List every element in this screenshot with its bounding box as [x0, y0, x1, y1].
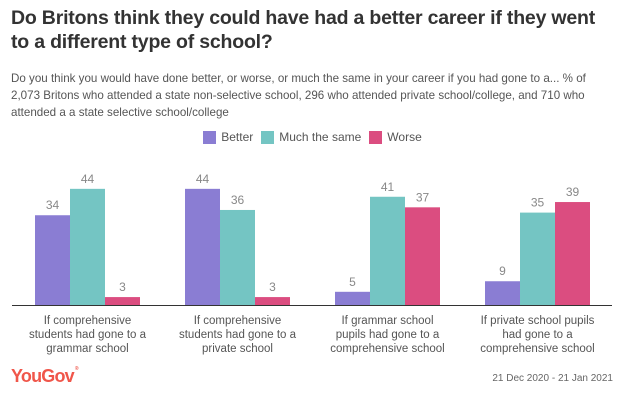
chart-title: Do Britons think they could have had a b… — [11, 7, 596, 53]
date-range: 21 Dec 2020 - 21 Jan 2021 — [492, 373, 613, 384]
data-label: 34 — [46, 198, 60, 212]
legend-swatch-much-the-same — [261, 130, 275, 144]
legend-label-much-the-same: Much the same — [279, 130, 362, 144]
legend-item-better[interactable]: Better — [203, 130, 253, 144]
bar-worse-1[interactable] — [105, 297, 140, 305]
bar-better-1[interactable] — [35, 215, 70, 305]
registered-mark-icon: ® — [74, 366, 79, 372]
data-label: 35 — [531, 196, 545, 210]
bar-much-the-same-1[interactable] — [70, 188, 105, 305]
category-label: If comprehensive students had gone to a pr… — [179, 315, 297, 355]
data-label: 39 — [566, 185, 580, 199]
category-label: If private school pupils had gone to a com… — [480, 315, 594, 355]
legend-swatch-better — [203, 130, 217, 144]
legend-item-much-the-same[interactable]: Much the same — [261, 130, 361, 144]
data-label: 37 — [416, 190, 430, 204]
legend-label-better: Better — [221, 130, 254, 144]
bar-worse-2[interactable] — [255, 297, 290, 305]
data-label: 44 — [196, 172, 210, 186]
legend-label-worse: Worse — [387, 130, 422, 144]
bar-worse-3[interactable] — [405, 207, 440, 305]
chart-subtitle: Do you think you would have done better,… — [11, 72, 586, 119]
bar-better-3[interactable] — [335, 291, 370, 305]
category-label: If grammar school pupils had gone to a com… — [330, 315, 444, 355]
data-label: 3 — [269, 280, 276, 294]
logo-text: YouGov — [11, 366, 75, 386]
yougov-logo: YouGov® — [11, 366, 79, 387]
data-label: 36 — [231, 193, 245, 207]
data-label: 9 — [499, 264, 506, 278]
bar-much-the-same-4[interactable] — [520, 212, 555, 305]
bar-better-2[interactable] — [185, 188, 220, 305]
legend: Better Much the same Worse — [0, 130, 625, 144]
bar-better-4[interactable] — [485, 281, 520, 305]
bar-much-the-same-2[interactable] — [220, 209, 255, 305]
data-label: 5 — [349, 275, 356, 289]
legend-item-worse[interactable]: Worse — [369, 130, 422, 144]
legend-swatch-worse — [369, 130, 383, 144]
data-label: 3 — [119, 280, 126, 294]
data-label: 44 — [81, 172, 95, 186]
category-label: If comprehensive students had gone to a gr… — [29, 315, 147, 355]
bar-much-the-same-3[interactable] — [370, 196, 405, 305]
data-label: 41 — [381, 180, 395, 194]
bar-worse-4[interactable] — [555, 202, 590, 305]
